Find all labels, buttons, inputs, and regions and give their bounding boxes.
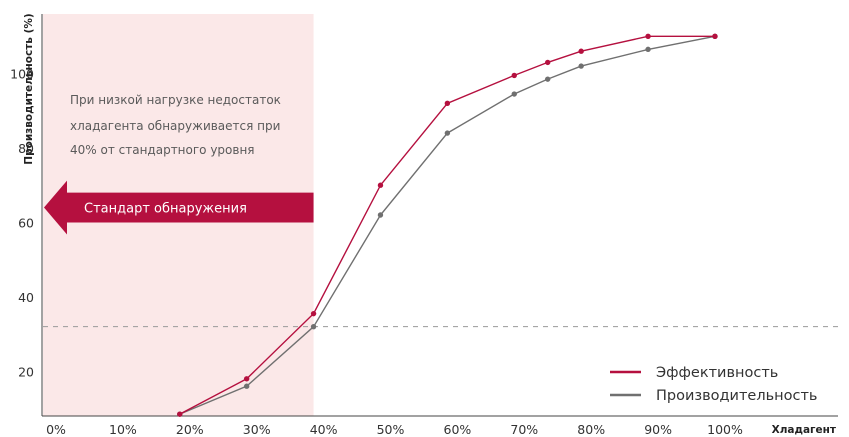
x-tick-label: 50% xyxy=(377,422,405,437)
data-point xyxy=(243,383,250,389)
series-line xyxy=(179,35,715,415)
x-tick-label: 80% xyxy=(577,422,605,437)
series-efficiency xyxy=(177,33,718,417)
data-point xyxy=(310,323,317,330)
data-point xyxy=(545,76,551,82)
data-point xyxy=(645,46,651,53)
x-tick-label: 20% xyxy=(176,422,204,437)
x-tick-label: 60% xyxy=(444,422,472,437)
data-point xyxy=(444,100,451,107)
data-point xyxy=(377,182,384,188)
note-line-1: При низкой нагрузке недостаток xyxy=(70,93,281,107)
data-point xyxy=(511,72,517,79)
arrow-shape xyxy=(44,180,314,235)
x-tick-label: 30% xyxy=(243,422,271,437)
series-line xyxy=(179,35,716,415)
x-tick-label: 40% xyxy=(310,422,338,437)
arrow-label: Стандарт обнаружения xyxy=(84,202,247,217)
data-point xyxy=(511,91,517,97)
data-point xyxy=(310,310,317,317)
data-point xyxy=(578,63,584,69)
data-point xyxy=(177,411,183,417)
note-line-2: хладагента обнаруживается при xyxy=(70,119,280,133)
data-point xyxy=(545,59,551,66)
legend-label-capacity: Производительность xyxy=(656,388,817,404)
detection-standard-arrow: Стандарт обнаружения xyxy=(44,180,314,235)
y-axis-title: Производительность (%) xyxy=(23,13,35,164)
x-tick-label: 0% xyxy=(46,422,66,437)
shade-note: При низкой нагрузке недостаток хладагент… xyxy=(70,93,281,157)
data-point xyxy=(377,212,384,218)
y-tick-label: 60 xyxy=(18,215,34,230)
y-tick-label: 80 xyxy=(18,141,34,156)
data-point xyxy=(645,33,651,40)
data-point xyxy=(444,130,451,136)
x-tick-label: 70% xyxy=(510,422,538,437)
legend-label-efficiency: Эффективность xyxy=(656,365,778,381)
x-tick-label: 100% xyxy=(707,422,743,437)
y-tick-label: 40 xyxy=(18,290,34,305)
y-tick-label: 20 xyxy=(18,364,34,379)
x-axis-title: Хладагент xyxy=(772,424,837,436)
note-line-3: 40% от стандартного уровня xyxy=(70,143,255,157)
y-tick-label: 100 xyxy=(10,67,34,82)
x-tick-label: 90% xyxy=(644,422,672,437)
y-tick-labels: 20 40 60 80 100 xyxy=(10,67,34,380)
data-point xyxy=(243,376,250,382)
data-point xyxy=(712,33,718,40)
x-tick-labels: 0% 10% 20% 30% 40% 50% 60% 70% 80% 90% 100% xyxy=(46,422,743,437)
series-capacity xyxy=(177,33,718,417)
x-tick-label: 10% xyxy=(109,422,137,437)
legend: Эффективность Производительность xyxy=(610,365,817,404)
series-group xyxy=(177,33,718,417)
data-point xyxy=(578,48,584,54)
